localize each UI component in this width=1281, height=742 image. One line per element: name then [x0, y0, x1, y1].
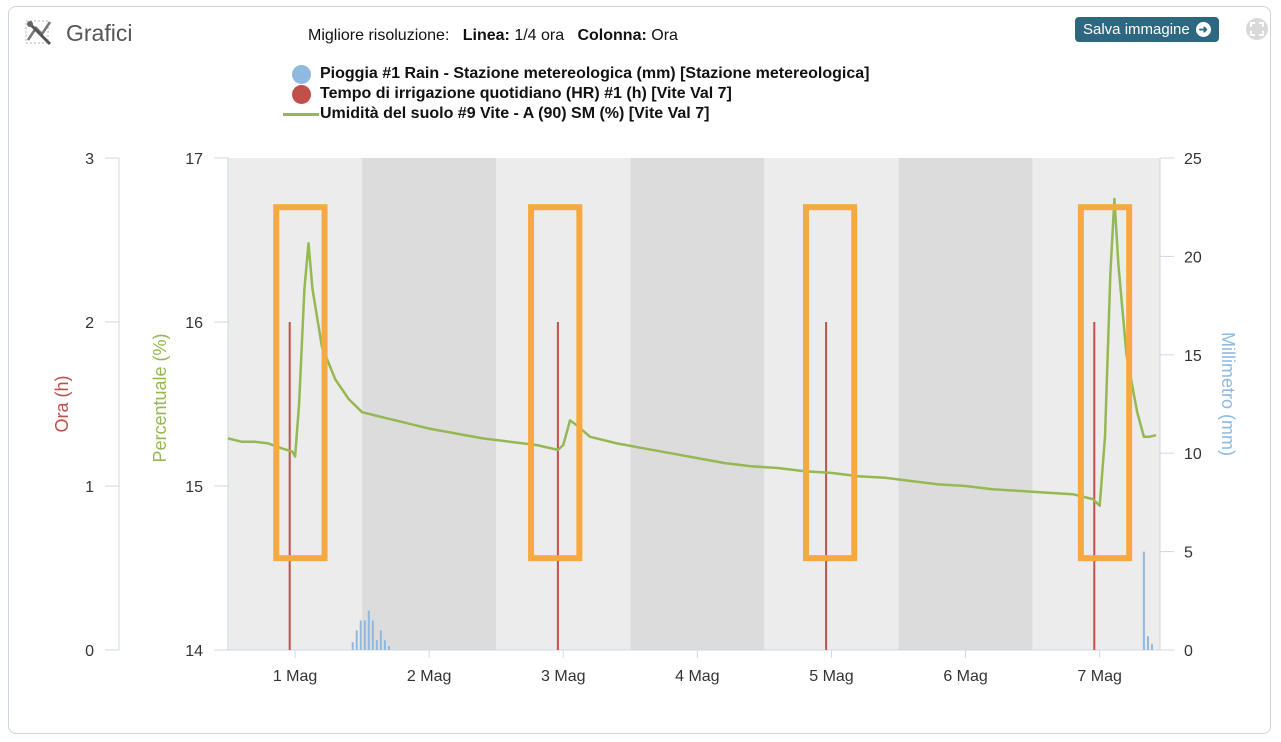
hours-tick-label: 3	[85, 151, 94, 168]
rain-bar[interactable]	[375, 640, 378, 650]
legend-item-moisture[interactable]: Umidità del suolo #9 Vite - A (90) SM (%…	[282, 104, 869, 124]
rain-bar[interactable]	[1142, 551, 1145, 650]
rain-bar[interactable]	[387, 646, 390, 650]
line-value: 1/4 ora	[514, 27, 565, 44]
day-band	[630, 158, 765, 650]
rain-series	[351, 551, 1153, 650]
x-tick-label: 4 Mag	[675, 668, 719, 685]
percent-axis-title: Percentuale (%)	[150, 333, 170, 462]
moisture-series	[227, 197, 1157, 507]
x-tick-label: 1 Mag	[273, 668, 317, 685]
rain-bar[interactable]	[371, 620, 374, 650]
hours-axis-title: Ora (h)	[52, 375, 72, 432]
column-label: Colonna:	[577, 27, 647, 44]
rain-bar[interactable]	[351, 642, 354, 650]
highlight-box	[802, 204, 858, 562]
legend-label-irrigation: Tempo di irrigazione quotidiano (HR) #1 …	[320, 85, 732, 102]
rain-bar[interactable]	[379, 630, 382, 650]
resolution-info: Migliore risoluzione: Linea: 1/4 ora Col…	[308, 27, 678, 45]
day-band	[496, 158, 631, 650]
resolution-prefix: Migliore risoluzione:	[308, 27, 450, 44]
day-band	[228, 158, 363, 650]
legend-marker-irrigation	[291, 84, 311, 104]
day-band	[1032, 158, 1160, 650]
rain-bar[interactable]	[359, 620, 362, 650]
save-image-button[interactable]: Salva immagine ➜	[1075, 17, 1219, 42]
highlight-boxes	[273, 204, 1133, 562]
rain-bar[interactable]	[355, 630, 358, 650]
percent-tick-label: 15	[185, 479, 203, 496]
line-label: Linea:	[462, 27, 510, 44]
export-icon: ➜	[1195, 22, 1211, 37]
chart-axes	[105, 157, 1174, 658]
legend-marker-moisture	[283, 112, 319, 116]
x-tick-label: 6 Mag	[943, 668, 987, 685]
x-tick-label: 7 Mag	[1077, 668, 1121, 685]
mm-tick-label: 0	[1184, 643, 1193, 660]
rain-bar[interactable]	[383, 640, 386, 650]
mm-tick-label: 10	[1184, 446, 1202, 463]
mm-tick-label: 20	[1184, 249, 1202, 266]
legend-item-rain[interactable]: Pioggia #1 Rain - Stazione metereologica…	[282, 64, 869, 84]
day-band	[764, 158, 899, 650]
rain-bar[interactable]	[1146, 636, 1149, 650]
chart-tools-icon	[25, 20, 52, 46]
day-band	[362, 158, 497, 650]
legend-label-moisture: Umidità del suolo #9 Vite - A (90) SM (%…	[320, 105, 710, 122]
column-value: Ora	[651, 27, 678, 44]
mm-tick-label: 5	[1184, 545, 1193, 562]
mm-tick-label: 25	[1184, 151, 1202, 168]
page-title: Grafici	[66, 19, 133, 46]
mm-axis-title: Millimetro (mm)	[1218, 332, 1238, 456]
percent-tick-label: 16	[185, 315, 203, 332]
irrigation-series	[288, 322, 1096, 650]
expand-icon[interactable]	[1245, 17, 1269, 41]
day-band	[898, 158, 1033, 650]
x-tick-label: 5 Mag	[809, 668, 853, 685]
moisture-line[interactable]	[227, 197, 1157, 507]
hours-tick-label: 1	[85, 479, 94, 496]
axis-labels: 0 1 2 3 14 15 16 17 0 5 10 15 20 25 1 Mag 2 Mag 3 Mag 4 M…	[52, 151, 1238, 685]
x-tick-label: 3 Mag	[541, 668, 585, 685]
mm-tick-label: 15	[1184, 348, 1202, 365]
percent-tick-label: 17	[185, 151, 203, 168]
rain-bar[interactable]	[363, 620, 366, 650]
save-image-label: Salva immagine	[1083, 21, 1190, 38]
x-tick-label: 2 Mag	[407, 668, 451, 685]
chart-legend: Pioggia #1 Rain - Stazione metereologica…	[282, 64, 869, 124]
hours-tick-label: 0	[85, 643, 94, 660]
chart-header: Grafici	[24, 18, 132, 48]
legend-marker-rain	[291, 64, 311, 84]
legend-label-rain: Pioggia #1 Rain - Stazione metereologica…	[320, 65, 870, 82]
hours-tick-label: 2	[85, 315, 94, 332]
rain-bar[interactable]	[367, 610, 370, 650]
day-bands	[228, 158, 1160, 650]
highlight-box	[1077, 204, 1133, 562]
highlight-box	[528, 204, 583, 562]
legend-item-irrigation[interactable]: Tempo di irrigazione quotidiano (HR) #1 …	[282, 84, 869, 104]
percent-tick-label: 14	[185, 643, 203, 660]
highlight-box	[273, 204, 328, 562]
rain-bar[interactable]	[1150, 644, 1153, 650]
